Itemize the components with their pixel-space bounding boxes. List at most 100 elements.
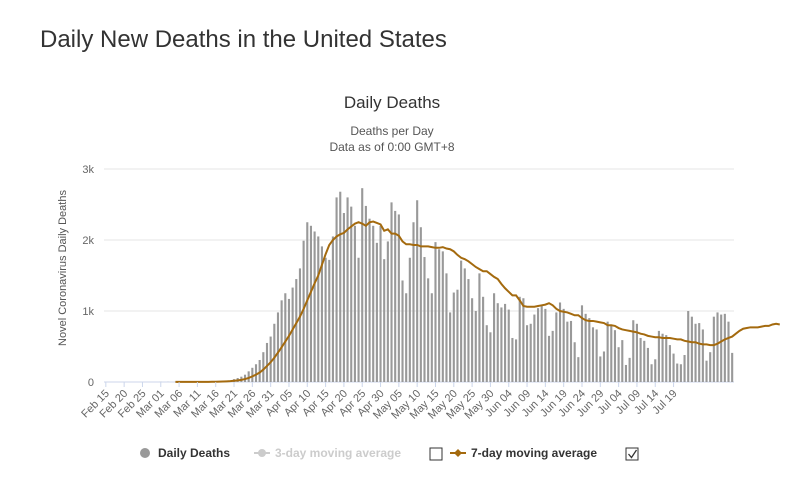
daily-deaths-bar[interactable] — [588, 318, 591, 382]
daily-deaths-bar[interactable] — [280, 300, 283, 382]
seven-day-average-path[interactable] — [175, 220, 780, 383]
daily-deaths-bar[interactable] — [295, 279, 298, 382]
daily-deaths-bar[interactable] — [405, 293, 408, 382]
daily-deaths-bar[interactable] — [441, 251, 444, 382]
daily-deaths-bar[interactable] — [687, 311, 690, 382]
daily-deaths-bar[interactable] — [533, 314, 536, 382]
daily-deaths-bar[interactable] — [584, 313, 587, 382]
daily-deaths-bar[interactable] — [493, 293, 496, 382]
daily-deaths-bar[interactable] — [397, 214, 400, 382]
daily-deaths-bar[interactable] — [434, 242, 437, 382]
daily-deaths-bar[interactable] — [654, 359, 657, 382]
daily-deaths-bar[interactable] — [258, 359, 261, 382]
daily-deaths-bar[interactable] — [313, 231, 316, 382]
daily-deaths-bar[interactable] — [591, 327, 595, 382]
daily-deaths-bar[interactable] — [342, 213, 345, 382]
daily-deaths-bar[interactable] — [471, 298, 474, 382]
daily-deaths-bar[interactable] — [361, 188, 364, 382]
daily-deaths-bar[interactable] — [427, 278, 430, 382]
daily-deaths-bar[interactable] — [547, 335, 551, 382]
daily-deaths-bar[interactable] — [646, 347, 649, 382]
daily-deaths-bar[interactable] — [731, 352, 734, 382]
daily-deaths-bar[interactable] — [265, 342, 269, 382]
daily-deaths-bar[interactable] — [364, 205, 367, 382]
daily-deaths-bar[interactable] — [328, 259, 331, 382]
daily-deaths-bar[interactable] — [262, 352, 265, 382]
daily-deaths-bar[interactable] — [599, 356, 602, 382]
daily-deaths-bar[interactable] — [419, 227, 422, 382]
daily-deaths-bar[interactable] — [602, 351, 606, 382]
daily-deaths-bar[interactable] — [324, 257, 327, 382]
daily-deaths-bar[interactable] — [683, 355, 686, 382]
daily-deaths-bar[interactable] — [394, 210, 397, 382]
daily-deaths-bar[interactable] — [705, 360, 708, 382]
daily-deaths-bar[interactable] — [562, 308, 565, 382]
legend-item-3day-average[interactable]: 3-day moving average — [254, 446, 443, 461]
daily-deaths-bar[interactable] — [291, 287, 294, 382]
legend-checkbox-7day[interactable] — [625, 447, 639, 461]
daily-deaths-bar[interactable] — [478, 273, 481, 382]
daily-deaths-bar[interactable] — [676, 363, 679, 382]
daily-deaths-bar[interactable] — [694, 323, 697, 382]
daily-deaths-bar[interactable] — [595, 329, 598, 382]
daily-deaths-bar[interactable] — [438, 249, 441, 382]
daily-deaths-bar[interactable] — [335, 197, 338, 382]
daily-deaths-bar[interactable] — [467, 279, 470, 382]
daily-deaths-bar[interactable] — [518, 296, 521, 382]
daily-deaths-bar[interactable] — [452, 292, 455, 382]
daily-deaths-bar[interactable] — [408, 257, 411, 382]
daily-deaths-bar[interactable] — [712, 316, 715, 382]
daily-deaths-bar[interactable] — [606, 321, 609, 382]
daily-deaths-bar[interactable] — [540, 305, 543, 382]
daily-deaths-bar[interactable] — [613, 330, 617, 382]
daily-deaths-bar[interactable] — [551, 330, 554, 382]
daily-deaths-bar[interactable] — [558, 302, 562, 382]
daily-deaths-bar[interactable] — [672, 353, 675, 382]
daily-deaths-bar[interactable] — [701, 329, 704, 382]
daily-deaths-bar[interactable] — [276, 312, 280, 382]
legend-item-daily-deaths[interactable]: Daily Deaths — [140, 446, 230, 460]
daily-deaths-bar[interactable] — [716, 312, 719, 382]
daily-deaths-bar[interactable] — [298, 268, 302, 382]
daily-deaths-bar[interactable] — [635, 323, 638, 382]
chart-legend[interactable]: Daily Deaths 3-day moving average 7-day mo… — [140, 446, 639, 461]
daily-deaths-bar[interactable] — [320, 246, 323, 382]
daily-deaths-bar[interactable] — [515, 339, 518, 382]
daily-deaths-bar[interactable] — [350, 206, 353, 382]
daily-deaths-bar[interactable] — [529, 323, 532, 382]
daily-deaths-bar[interactable] — [456, 289, 459, 382]
daily-deaths-bar[interactable] — [390, 202, 393, 382]
daily-deaths-bar[interactable] — [375, 242, 378, 382]
daily-deaths-bar[interactable] — [544, 308, 547, 382]
daily-deaths-bar[interactable] — [449, 312, 452, 382]
daily-deaths-bar[interactable] — [698, 323, 701, 382]
daily-deaths-bar[interactable] — [317, 236, 320, 382]
daily-deaths-bar[interactable] — [482, 296, 485, 382]
daily-deaths-bar[interactable] — [643, 340, 646, 382]
daily-deaths-bar[interactable] — [522, 298, 525, 382]
daily-deaths-bar[interactable] — [720, 314, 723, 382]
daily-deaths-bar[interactable] — [287, 298, 291, 382]
daily-deaths-bar[interactable] — [254, 364, 258, 382]
daily-deaths-bar[interactable] — [628, 357, 631, 382]
daily-deaths-bar[interactable] — [504, 303, 507, 382]
daily-deaths-bar[interactable] — [650, 364, 653, 382]
daily-deaths-bar[interactable] — [577, 357, 580, 382]
daily-deaths-bar[interactable] — [500, 307, 503, 382]
daily-deaths-bar[interactable] — [445, 273, 448, 382]
daily-deaths-bar[interactable] — [661, 333, 664, 382]
daily-deaths-bar[interactable] — [474, 311, 477, 382]
daily-deaths-bar[interactable] — [379, 225, 382, 382]
daily-deaths-bar[interactable] — [460, 260, 463, 382]
daily-deaths-bar[interactable] — [412, 222, 415, 382]
daily-deaths-bar[interactable] — [639, 337, 642, 382]
daily-deaths-bar[interactable] — [617, 347, 620, 382]
daily-deaths-bar[interactable] — [566, 321, 569, 382]
daily-deaths-bars[interactable] — [159, 188, 734, 382]
daily-deaths-bar[interactable] — [247, 371, 250, 382]
daily-deaths-bar[interactable] — [368, 218, 371, 382]
daily-deaths-bar[interactable] — [357, 257, 360, 382]
daily-deaths-bar[interactable] — [690, 316, 693, 382]
daily-deaths-bar[interactable] — [416, 200, 419, 382]
daily-deaths-bar[interactable] — [346, 197, 349, 382]
